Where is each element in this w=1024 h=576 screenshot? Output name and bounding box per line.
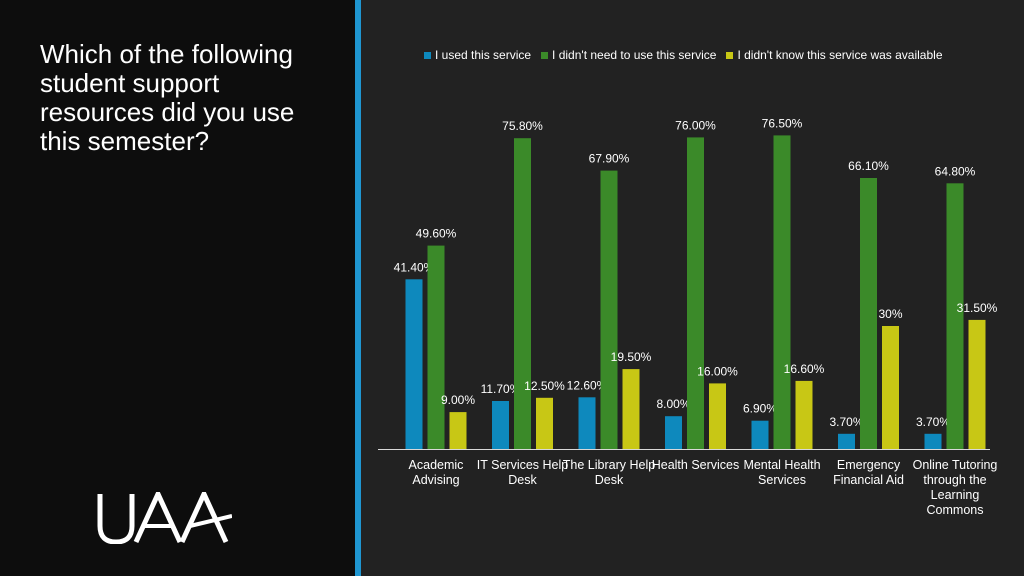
bar <box>492 401 509 449</box>
bar <box>795 380 813 449</box>
data-label: 3.70% <box>829 415 863 429</box>
bar <box>838 433 855 449</box>
category-label: Health Services <box>651 458 740 472</box>
bar <box>622 369 640 449</box>
chart-legend: I used this service I didn't need to use … <box>424 48 943 62</box>
data-label: 64.80% <box>935 164 976 178</box>
data-label: 49.60% <box>416 227 457 241</box>
bar <box>946 183 964 450</box>
bar <box>600 170 618 449</box>
data-label: 12.60% <box>567 378 608 392</box>
bar <box>405 279 423 449</box>
bar <box>968 319 986 449</box>
data-label: 41.40% <box>394 260 435 274</box>
bar <box>773 135 791 449</box>
data-label: 6.90% <box>743 402 777 416</box>
bar <box>709 383 726 449</box>
data-label: 16.60% <box>784 362 825 376</box>
bar <box>578 397 596 449</box>
data-label: 75.80% <box>502 119 543 133</box>
data-label: 8.00% <box>656 397 690 411</box>
data-label: 66.10% <box>848 159 889 173</box>
legend-item-3: I didn't know this service was available <box>726 48 943 62</box>
bar <box>427 245 445 449</box>
data-label: 76.50% <box>762 116 803 130</box>
bar <box>687 137 704 449</box>
data-label: 9.00% <box>441 393 475 407</box>
data-label: 11.70% <box>481 382 521 396</box>
bar <box>665 416 682 449</box>
panel-divider <box>355 0 361 576</box>
bar <box>924 433 942 449</box>
category-label: Online Tutoring through the Learning Com… <box>912 458 998 517</box>
legend-label: I used this service <box>435 48 532 62</box>
data-label: 67.90% <box>589 152 630 166</box>
bar <box>882 326 899 449</box>
legend-item-1: I used this service <box>424 48 531 62</box>
data-label: 16.00% <box>697 364 738 378</box>
data-label: 76.00% <box>675 118 716 132</box>
legend-swatch <box>424 51 431 59</box>
bar <box>514 138 531 449</box>
legend-swatch <box>726 51 734 59</box>
data-label: 19.50% <box>611 350 652 364</box>
legend-item-2: I didn't need to use this service <box>541 48 716 62</box>
bar <box>751 420 769 449</box>
bar <box>536 397 553 449</box>
data-label: 3.70% <box>916 415 950 429</box>
category-label: Mental Health Services <box>743 458 821 487</box>
bar <box>860 178 877 449</box>
category-label: IT Services Help Desk <box>476 458 569 487</box>
data-label: 31.50% <box>957 301 998 315</box>
category-label: Academic Advising <box>408 458 464 487</box>
left-panel: Which of the following student support r… <box>0 0 355 576</box>
data-label: 30% <box>878 307 902 321</box>
legend-swatch <box>541 51 549 59</box>
uaa-logo <box>97 492 232 544</box>
question-title: Which of the following student support r… <box>40 39 295 156</box>
data-label: 12.50% <box>524 379 565 393</box>
category-label: The Library Help Desk <box>562 458 656 487</box>
legend-label: I didn't know this service was available <box>737 48 943 62</box>
bar <box>449 412 467 449</box>
legend-label: I didn't need to use this service <box>552 48 717 62</box>
category-label: Emergency Financial Aid <box>833 458 904 487</box>
